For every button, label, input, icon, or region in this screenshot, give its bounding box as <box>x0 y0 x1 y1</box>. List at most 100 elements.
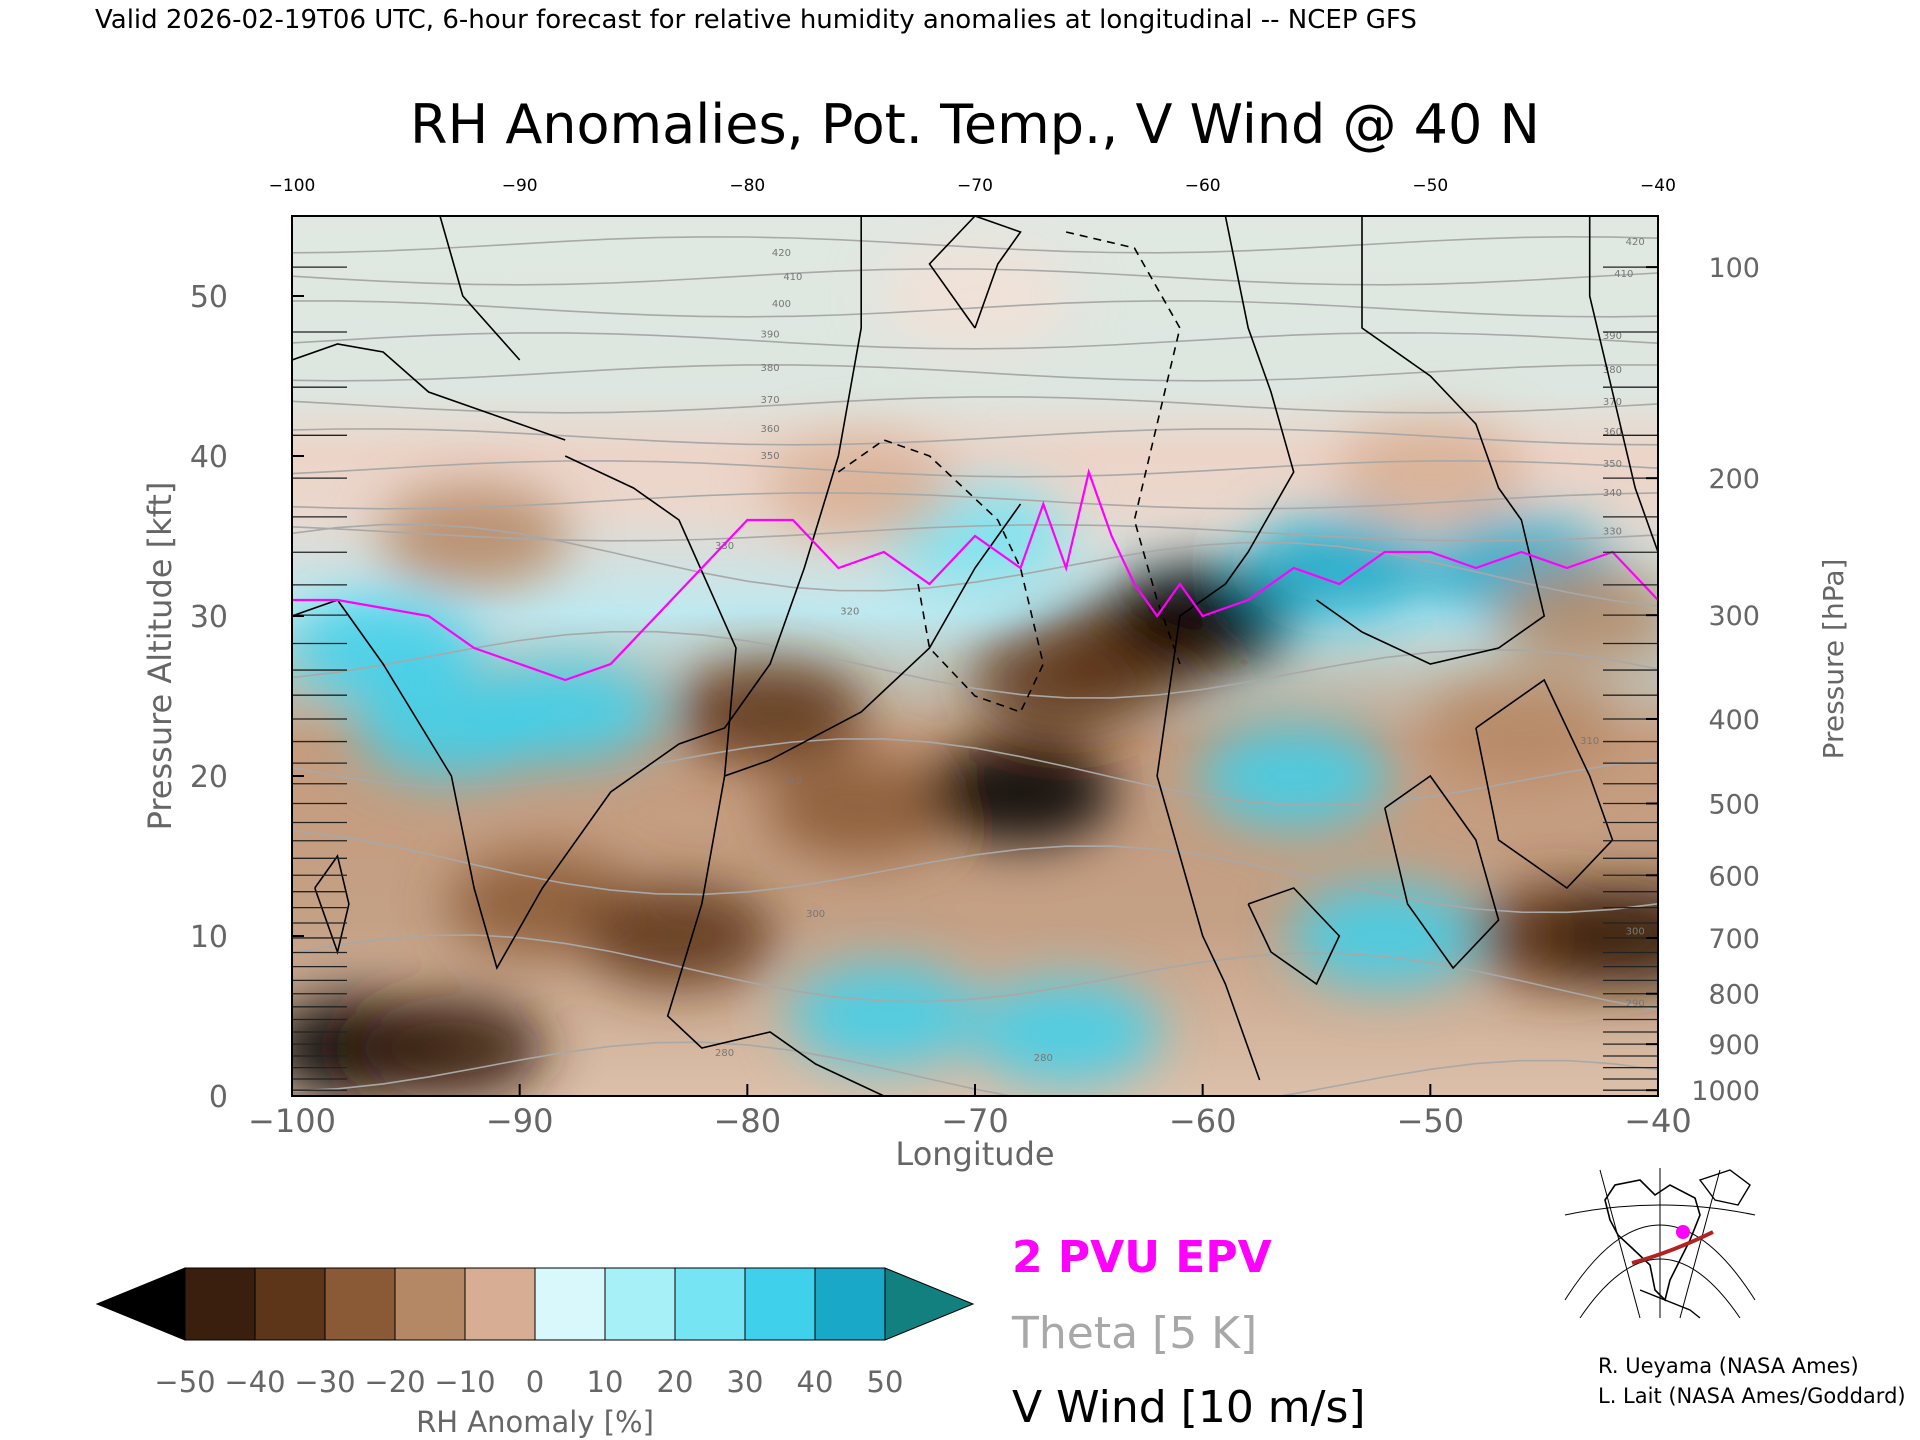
legend-theta: Theta [5 K] <box>1011 1308 1257 1359</box>
colorbar-segment <box>394 1267 466 1341</box>
theta-contour-label: 300 <box>806 909 825 920</box>
x-axis-tick-label: −80 <box>714 1102 782 1140</box>
valid-time-header: Valid 2026-02-19T06 UTC, 6-hour forecast… <box>95 5 1417 35</box>
x-axis-tick-label: −50 <box>1397 1102 1465 1140</box>
y-axis-tick-label: 50 <box>190 280 228 315</box>
epv-2pvu-line <box>292 468 1658 682</box>
theta-contour-line <box>292 492 1658 510</box>
y-axis-tick-label: 20 <box>190 760 228 795</box>
theta-contour-line <box>292 523 1658 607</box>
colorbar-segment <box>604 1267 676 1341</box>
colorbar: −50 −40 −30 −20 −10 0 10 20 30 40 50 <box>95 1267 975 1399</box>
rh-anomaly-cell <box>880 244 1070 348</box>
colorbar-tick-label: 50 <box>867 1365 904 1399</box>
plot-area: 280 280 290 300 300 310 310 320 330 330 340 350 350 3… <box>292 216 1658 1096</box>
chart-title: RH Anomalies, Pot. Temp., V Wind @ 40 N <box>410 93 1540 156</box>
theta-contour-label: 390 <box>761 330 780 341</box>
rh-anomaly-cell <box>1244 516 1435 620</box>
v-wind-contour-line <box>928 216 1022 329</box>
rh-anomaly-cell <box>470 660 661 764</box>
pressure-axis: 100 200 300 400 500 600 700 800 900 1000 <box>1646 253 1760 1107</box>
pressure-axis-tick-label: 600 <box>1708 861 1760 892</box>
colorbar-segment <box>464 1267 536 1341</box>
theta-contour-line <box>292 268 1658 286</box>
v-wind-contour-line <box>292 343 566 441</box>
theta-contour-label: 350 <box>761 451 780 462</box>
theta-contour-label: 360 <box>1603 427 1622 438</box>
rh-anomaly-cell <box>675 660 866 764</box>
colorbar-segment <box>254 1267 326 1341</box>
pressure-axis-tick-label: 1000 <box>1691 1076 1760 1107</box>
x-axis-label: Longitude <box>895 1135 1054 1173</box>
v-wind-contour-line <box>1065 231 1181 665</box>
top-axis-tick-label: −60 <box>1185 176 1221 196</box>
pressure-axis-tick-label: 100 <box>1708 253 1760 284</box>
theta-contour-line <box>292 364 1658 382</box>
theta-contour-label: 380 <box>1603 365 1622 376</box>
rh-anomaly-cell <box>1426 676 1617 780</box>
rh-anomaly-cell <box>584 884 775 988</box>
top-axis-tick-label: −50 <box>1412 176 1448 196</box>
v-wind-contour-line <box>1588 216 1658 553</box>
v-wind-contour-line <box>439 216 521 361</box>
v-wind-contour-line <box>1384 774 1500 970</box>
pressure-axis-tick-label: 700 <box>1708 924 1760 955</box>
colorbar-tick-label: −10 <box>434 1365 495 1399</box>
theta-contour-label: 360 <box>761 424 780 435</box>
colorbar-tick-label: 20 <box>657 1365 694 1399</box>
colorbar-segment <box>534 1267 606 1341</box>
rh-anomaly-cell <box>1289 884 1480 988</box>
theta-contour-label: 280 <box>1034 1053 1053 1064</box>
colorbar-segment <box>324 1267 396 1341</box>
theta-contour-label: 280 <box>715 1048 734 1059</box>
top-axis-tick-label: −80 <box>729 176 765 196</box>
colorbar-tick-label: −30 <box>294 1365 355 1399</box>
colorbar-tick-label: 10 <box>587 1365 624 1399</box>
v-wind-contour-line <box>1156 216 1295 1081</box>
rh-anomaly-cell <box>766 756 957 860</box>
pressure-axis-tick-label: 300 <box>1708 601 1760 632</box>
top-axis-tick-label: −90 <box>502 176 538 196</box>
pressure-axis-tick-label: 400 <box>1708 705 1760 736</box>
colorbar-label: RH Anomaly [%] <box>416 1405 654 1439</box>
rh-anomaly-cell <box>356 996 547 1096</box>
north-america-locator-map-icon <box>1560 1168 1760 1319</box>
theta-contour-line <box>292 630 1658 699</box>
rh-anomaly-cell <box>788 964 979 1068</box>
theta-contour-label: 310 <box>783 776 802 787</box>
colorbar-tick-label: 40 <box>797 1365 834 1399</box>
pressure-axis-tick-label: 200 <box>1708 464 1760 495</box>
theta-contour-line <box>292 332 1658 350</box>
theta-contour-label: 420 <box>772 248 791 259</box>
theta-contour-label: 420 <box>1626 237 1645 248</box>
y-axis-tick-label: 40 <box>190 440 228 475</box>
colorbar-segment <box>744 1267 816 1341</box>
rh-anomaly-cell <box>1540 884 1658 988</box>
v-wind-contour-line <box>724 503 1022 777</box>
colorbar-under-arrow <box>95 1267 186 1341</box>
x-axis-tick-label: −60 <box>1169 1102 1237 1140</box>
rh-anomaly-cell <box>925 740 1116 844</box>
theta-contour-label: 380 <box>761 363 780 374</box>
v-wind-contour-line <box>837 439 1045 713</box>
v-wind-contour-line <box>1316 216 1546 665</box>
legend-epv: 2 PVU EPV <box>1012 1232 1272 1283</box>
theta-contour-line <box>292 428 1658 446</box>
x-axis-tick-label: −40 <box>1624 1102 1692 1140</box>
rh-anomaly-cell <box>1198 724 1389 828</box>
rh-anomaly-cell <box>766 436 957 540</box>
theta-contour-label: 300 <box>1626 926 1645 937</box>
theta-contour-label: 330 <box>715 541 734 552</box>
theta-contour-line <box>292 460 1658 478</box>
colorbar-tick-label: 0 <box>526 1365 544 1399</box>
top-axis-tick-label: −40 <box>1640 176 1676 196</box>
pressure-axis-tick-label: 500 <box>1708 790 1760 821</box>
theta-contour-line <box>292 235 1658 254</box>
theta-contour-label: 350 <box>1603 459 1622 470</box>
theta-contour-line <box>292 738 1658 806</box>
pressure-axis-tick-label: 800 <box>1708 980 1760 1011</box>
top-axis-tick-label: −100 <box>269 176 316 196</box>
y-axis: 0 10 20 30 40 50 <box>190 280 304 1115</box>
colorbar-segment <box>674 1267 746 1341</box>
